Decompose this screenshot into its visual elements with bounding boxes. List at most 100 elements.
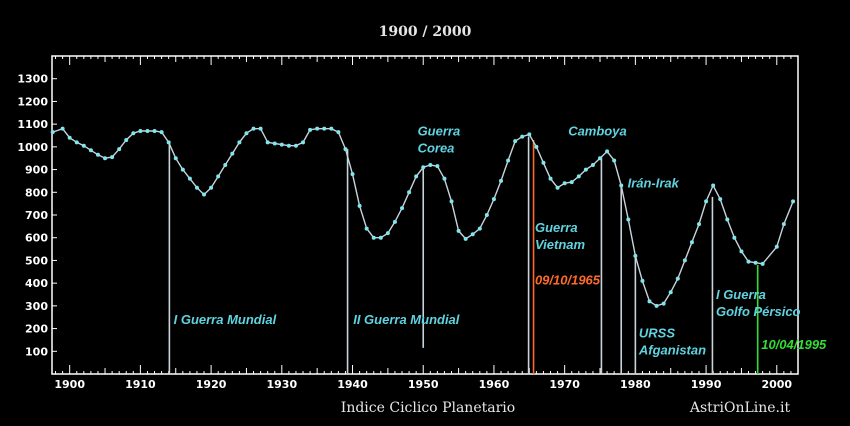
data-point bbox=[301, 140, 306, 145]
y-tick-label: 600 bbox=[25, 232, 48, 245]
data-point bbox=[576, 174, 581, 179]
data-point bbox=[605, 149, 610, 154]
data-point bbox=[138, 128, 143, 133]
y-tick-label: 1200 bbox=[17, 95, 48, 108]
data-point bbox=[81, 143, 86, 148]
data-point bbox=[414, 174, 419, 179]
y-tick-label: 200 bbox=[25, 323, 48, 336]
x-tick-label: 1920 bbox=[196, 378, 227, 391]
data-point bbox=[50, 130, 55, 135]
y-tick-label: 400 bbox=[25, 277, 48, 290]
annotation-label: I Guerra bbox=[716, 287, 766, 302]
annotation-label: Golfo Pérsico bbox=[716, 304, 801, 319]
y-tick-label: 100 bbox=[25, 345, 48, 358]
annotation-label: Vietnam bbox=[535, 237, 586, 252]
data-point bbox=[173, 156, 178, 161]
data-point bbox=[67, 135, 72, 140]
x-tick-label: 1960 bbox=[479, 378, 510, 391]
data-point bbox=[640, 278, 645, 283]
data-point bbox=[364, 226, 369, 231]
data-point bbox=[470, 232, 475, 237]
y-tick-label: 700 bbox=[25, 209, 48, 222]
data-point bbox=[562, 181, 567, 186]
annotations: I Guerra Mundial II Guerra Mundial Guerra C… bbox=[174, 124, 827, 358]
x-tick-label: 1930 bbox=[266, 378, 297, 391]
data-point bbox=[194, 185, 199, 190]
data-point bbox=[152, 128, 157, 133]
data-point bbox=[407, 190, 412, 195]
data-point bbox=[463, 236, 468, 241]
data-point bbox=[131, 131, 136, 136]
data-point bbox=[781, 222, 786, 227]
data-point bbox=[286, 143, 291, 148]
annotation-label: 09/10/1965 bbox=[535, 272, 601, 287]
annotation-label: Guerra bbox=[418, 124, 461, 139]
data-point bbox=[499, 178, 504, 183]
data-point bbox=[103, 156, 108, 161]
x-tick-label: 1970 bbox=[549, 378, 580, 391]
data-point bbox=[647, 299, 652, 304]
data-point bbox=[668, 290, 673, 295]
data-point bbox=[760, 261, 765, 266]
data-point bbox=[675, 276, 680, 281]
data-point bbox=[435, 164, 440, 169]
x-tick-label: 1900 bbox=[54, 378, 85, 391]
data-point bbox=[654, 303, 659, 308]
chart-title: 1900 / 2000 bbox=[379, 24, 472, 40]
data-point bbox=[477, 226, 482, 231]
data-point bbox=[209, 185, 214, 190]
data-point bbox=[711, 183, 716, 188]
data-point bbox=[583, 167, 588, 172]
data-point bbox=[626, 217, 631, 222]
data-point bbox=[265, 140, 270, 145]
annotation-label: URSS bbox=[639, 326, 675, 341]
data-point bbox=[336, 130, 341, 135]
data-point bbox=[527, 132, 532, 137]
annotation-label: I Guerra Mundial bbox=[174, 312, 277, 327]
data-point bbox=[272, 141, 277, 146]
data-point bbox=[484, 213, 489, 217]
data-point bbox=[74, 140, 79, 145]
data-point bbox=[392, 219, 397, 224]
data-point bbox=[689, 240, 694, 245]
data-point bbox=[385, 231, 390, 236]
data-point bbox=[315, 126, 320, 131]
data-point bbox=[145, 128, 150, 133]
data-point bbox=[513, 139, 518, 144]
y-tick-label: 1000 bbox=[17, 141, 48, 154]
data-point bbox=[732, 235, 737, 240]
data-point bbox=[746, 259, 751, 264]
data-point bbox=[718, 197, 723, 202]
data-point bbox=[237, 140, 242, 145]
data-point bbox=[491, 197, 496, 202]
data-point bbox=[428, 163, 433, 168]
data-point bbox=[704, 199, 709, 204]
y-axis: 100 200 300 400 500 600 700 800 900 1000 1100 1200 1… bbox=[17, 73, 57, 358]
data-point bbox=[442, 176, 447, 181]
data-point bbox=[95, 152, 100, 157]
data-point bbox=[400, 206, 405, 211]
y-tick-label: 1100 bbox=[17, 118, 48, 131]
data-point bbox=[612, 158, 617, 163]
credit-label: AstriOnLine.it bbox=[689, 400, 791, 416]
data-point bbox=[357, 203, 362, 208]
annotation-label: Guerra bbox=[535, 220, 578, 235]
data-point bbox=[223, 163, 228, 168]
data-point bbox=[350, 172, 355, 177]
y-tick-label: 300 bbox=[25, 300, 48, 313]
annotation-label: 10/04/1995 bbox=[761, 337, 827, 352]
x-tick-label: 1910 bbox=[125, 378, 156, 391]
data-point bbox=[124, 138, 129, 143]
x-tick-label: 1980 bbox=[620, 378, 651, 391]
data-point bbox=[279, 142, 284, 147]
series-markers bbox=[50, 126, 796, 308]
x-axis-label: Indice Ciclico Planetario bbox=[341, 400, 515, 416]
data-point bbox=[534, 144, 539, 149]
data-point bbox=[117, 147, 122, 152]
annotation-label: Camboya bbox=[568, 124, 627, 139]
y-tick-label: 900 bbox=[25, 164, 48, 177]
data-point bbox=[661, 301, 666, 306]
data-point bbox=[725, 217, 730, 222]
